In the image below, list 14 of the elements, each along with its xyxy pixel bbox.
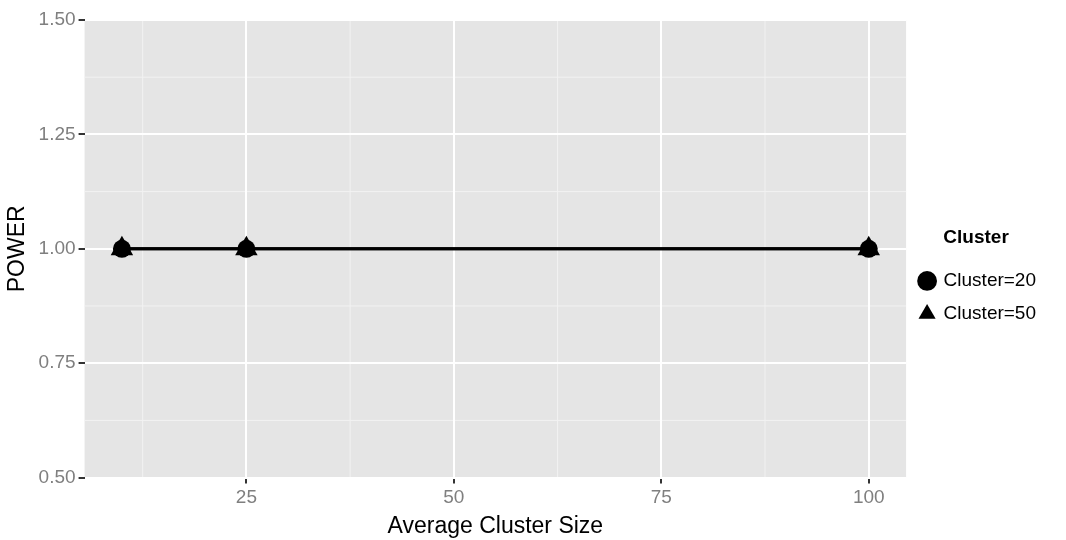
legend-label: Cluster=50 <box>943 302 1037 324</box>
legend-label: Cluster=20 <box>943 269 1037 291</box>
x-tick-label: 25 <box>235 486 257 508</box>
y-tick-label: 1.50 <box>38 8 76 30</box>
y-axis-title: POWER <box>3 205 30 293</box>
x-tick-label: 100 <box>852 486 885 508</box>
x-axis-title: Average Cluster Size <box>387 511 604 538</box>
y-tick-label: 1.00 <box>38 237 76 259</box>
x-tick-label: 75 <box>650 486 672 508</box>
legend-title: Cluster <box>943 226 1010 248</box>
y-tick-label: 1.25 <box>38 122 76 144</box>
y-tick-label: 0.75 <box>38 351 76 373</box>
y-tick-label: 0.50 <box>38 465 76 487</box>
x-tick-label: 50 <box>443 486 465 508</box>
